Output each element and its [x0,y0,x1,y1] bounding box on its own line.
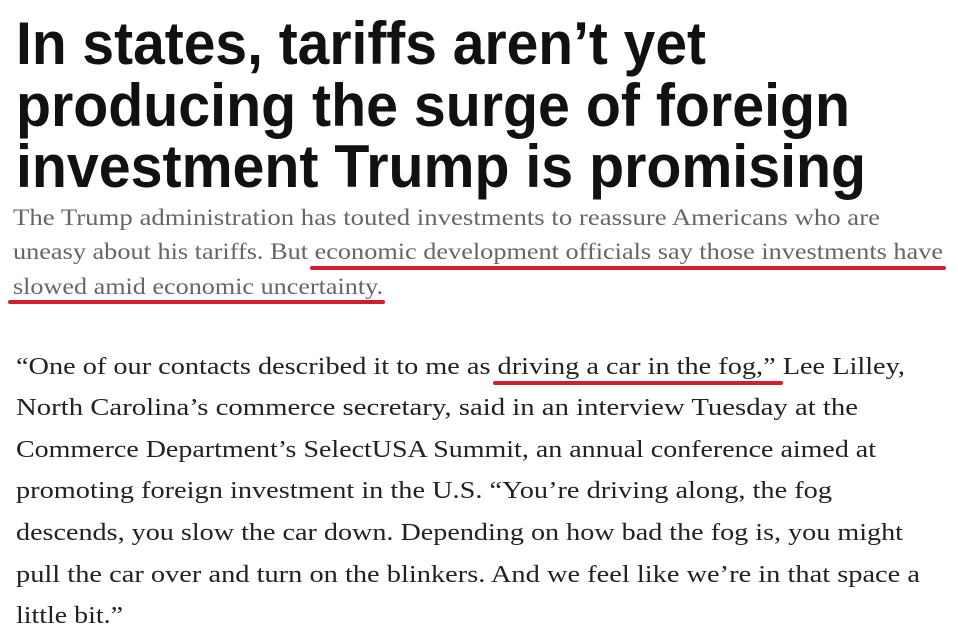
subheadline-line: slowed amid economic uncertainty. [13,274,383,299]
highlight-underline [310,266,946,270]
subheadline-line: The Trump administration has touted inve… [13,205,881,230]
body-line: Commerce Department’s SelectUSA Summit, … [16,437,876,463]
highlight-underline [493,381,783,385]
body-line: little bit.” [16,603,123,629]
headline-line: producing the surge of foreign [16,72,850,139]
body-line: descends, you slow the car down. Dependi… [16,520,903,546]
highlight-underline [8,300,385,304]
body-line: “One of our contacts described it to me … [16,354,905,380]
body-line: pull the car over and turn on the blinke… [16,562,921,588]
body-line: North Carolina’s commerce secretary, sai… [16,395,859,421]
headline-line: investment Trump is promising [16,133,866,200]
headline-line: In states, tariffs aren’t yet [16,10,706,77]
subheadline-line: uneasy about his tariffs. But economic d… [13,239,943,264]
body-line: promoting foreign investment in the U.S.… [16,478,832,504]
